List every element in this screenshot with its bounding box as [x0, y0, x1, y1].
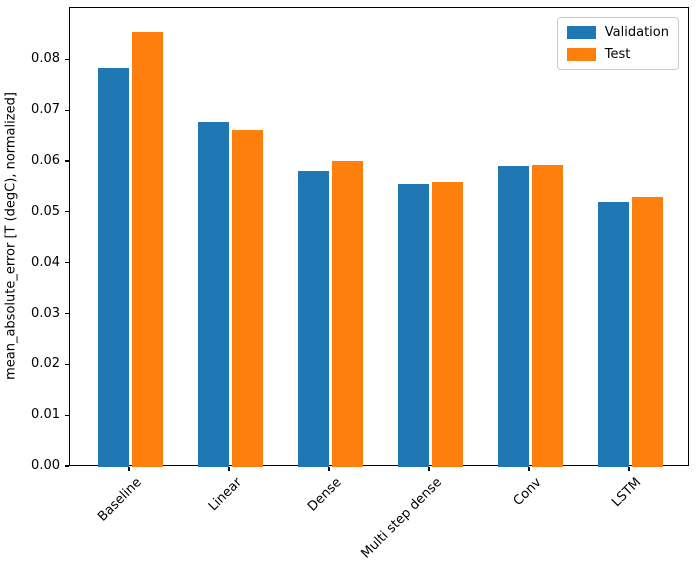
bars-layer: [70, 8, 688, 467]
x-tick-label: Dense: [304, 475, 345, 515]
y-tick-label: 0.05: [31, 203, 60, 219]
bar-test-baseline: [131, 32, 163, 467]
bar-test-dense: [331, 161, 363, 467]
bar-validation-linear: [197, 122, 229, 467]
bar-validation-multi-step-dense: [397, 184, 429, 467]
x-tick-mark: [428, 467, 430, 471]
y-tick-mark: [65, 109, 69, 111]
x-tick-label: Multi step dense: [358, 475, 445, 562]
bar-validation-conv: [497, 165, 529, 467]
y-tick-mark: [65, 414, 69, 416]
y-tick-mark: [65, 160, 69, 162]
x-tick-label: LSTM: [609, 475, 645, 511]
y-tick-mark: [65, 211, 69, 213]
x-tick-mark: [228, 467, 230, 471]
y-tick-label: 0.00: [31, 458, 60, 473]
y-tick-mark: [65, 465, 69, 467]
legend-label: Test: [604, 47, 631, 62]
x-tick-label: Baseline: [95, 475, 145, 525]
y-tick-mark: [65, 262, 69, 264]
legend-item: Validation: [566, 25, 669, 40]
y-tick-label: 0.08: [31, 51, 60, 67]
legend: Validation Test: [556, 17, 679, 70]
bar-test-linear: [231, 129, 263, 467]
bar-validation-lstm: [597, 202, 629, 467]
legend-item: Test: [566, 47, 669, 62]
legend-swatch: [566, 26, 596, 39]
bar-validation-dense: [297, 171, 329, 467]
y-tick-mark: [65, 363, 69, 365]
y-tick-label: 0.04: [31, 254, 60, 270]
x-tick-mark: [528, 467, 530, 471]
legend-swatch: [566, 48, 596, 61]
y-tick-mark: [65, 58, 69, 60]
y-tick-label: 0.02: [31, 356, 60, 372]
bar-test-conv: [531, 164, 563, 467]
bar-test-lstm: [631, 197, 663, 467]
bar-validation-baseline: [97, 67, 129, 467]
x-tick-label: Conv: [510, 475, 545, 509]
plot-area: Validation Test: [69, 7, 689, 467]
y-tick-mark: [65, 312, 69, 315]
x-tick-mark: [628, 467, 630, 471]
x-tick-label: Linear: [205, 475, 245, 515]
x-tick-mark: [128, 467, 130, 471]
y-tick-label: 0.01: [31, 407, 60, 423]
bar-test-multi-step-dense: [431, 182, 463, 467]
legend-label: Validation: [604, 25, 669, 40]
y-tick-label: 0.03: [31, 305, 60, 321]
y-axis-label: mean_absolute_error [T (degC), normalize…: [3, 92, 19, 380]
y-tick-label: 0.06: [31, 153, 60, 169]
x-tick-mark: [328, 467, 330, 471]
y-tick-label: 0.07: [31, 102, 60, 118]
